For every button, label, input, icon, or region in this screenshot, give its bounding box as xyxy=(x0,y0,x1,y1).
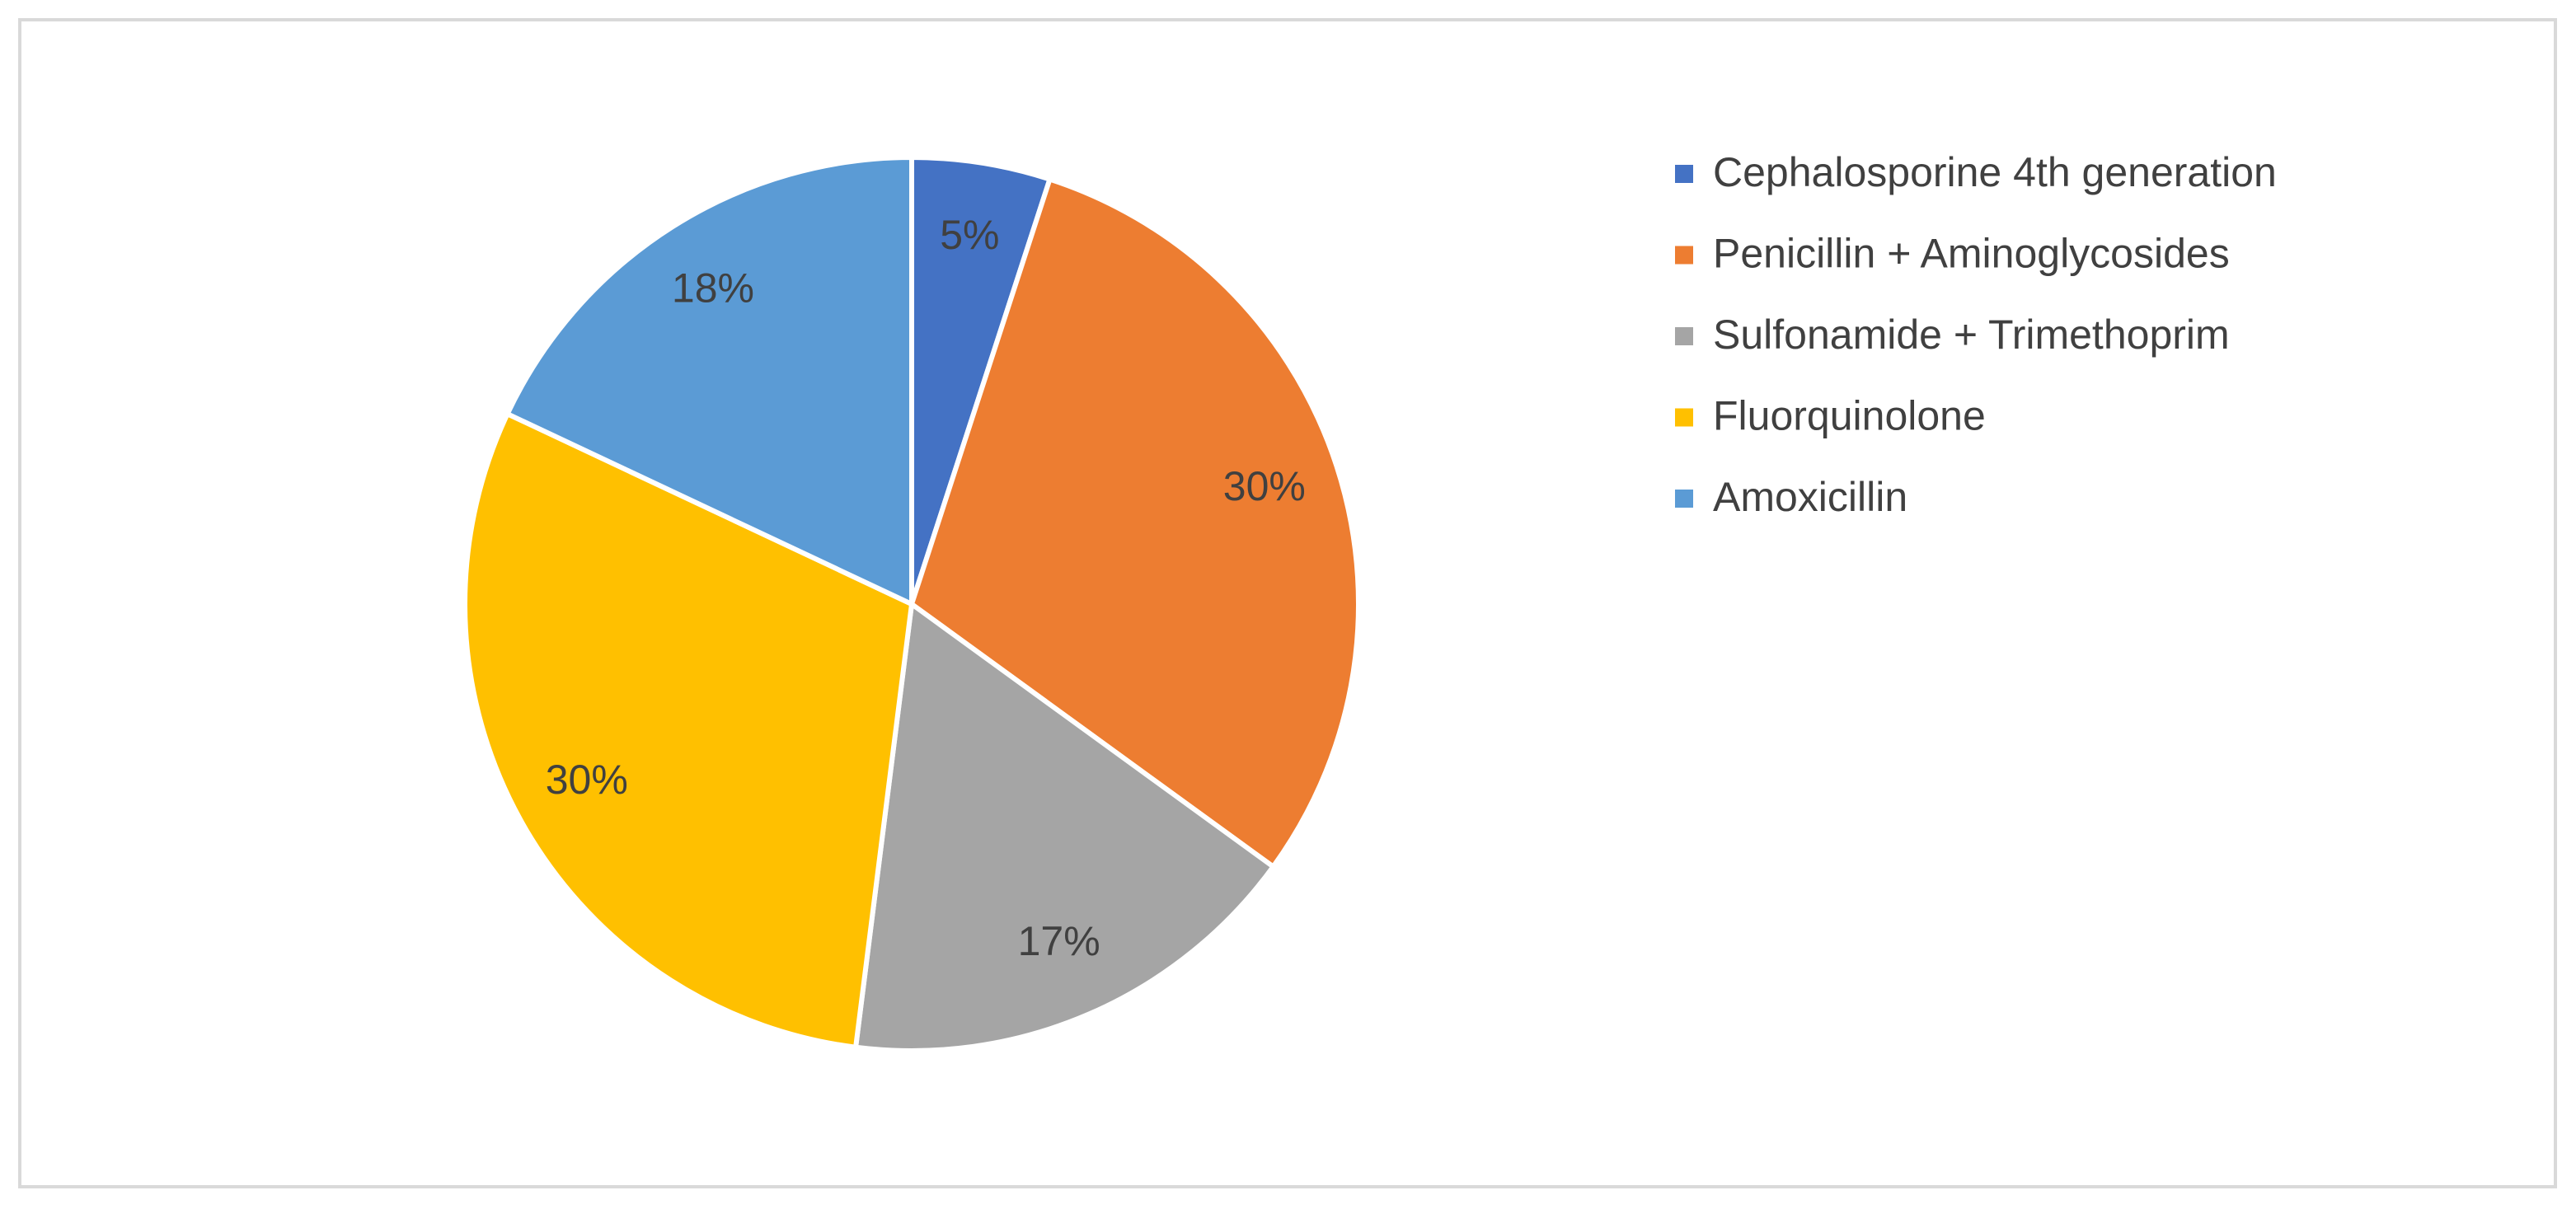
legend-label: Sulfonamide + Trimethoprim xyxy=(1713,312,2230,358)
legend-swatch xyxy=(1675,408,1693,427)
data-label: 17% xyxy=(1018,918,1100,964)
pie-slice xyxy=(504,155,914,607)
legend-label: Cephalosporine 4th generation xyxy=(1713,149,2277,195)
legend-swatch xyxy=(1675,165,1693,183)
data-label: 30% xyxy=(1223,463,1306,509)
legend-label: Fluorquinolone xyxy=(1713,393,1986,439)
legend-label: Amoxicillin xyxy=(1713,474,1907,520)
legend-swatch xyxy=(1675,246,1693,265)
legend-label: Penicillin + Aminoglycosides xyxy=(1713,231,2230,277)
legend-swatch xyxy=(1675,490,1693,508)
data-label: 5% xyxy=(940,212,999,258)
data-label: 30% xyxy=(546,757,628,803)
data-label: 18% xyxy=(672,265,754,311)
pie-slice xyxy=(462,411,914,1050)
legend-swatch xyxy=(1675,327,1693,345)
pie-slice xyxy=(853,602,1276,1053)
pie-slice xyxy=(909,176,1361,869)
